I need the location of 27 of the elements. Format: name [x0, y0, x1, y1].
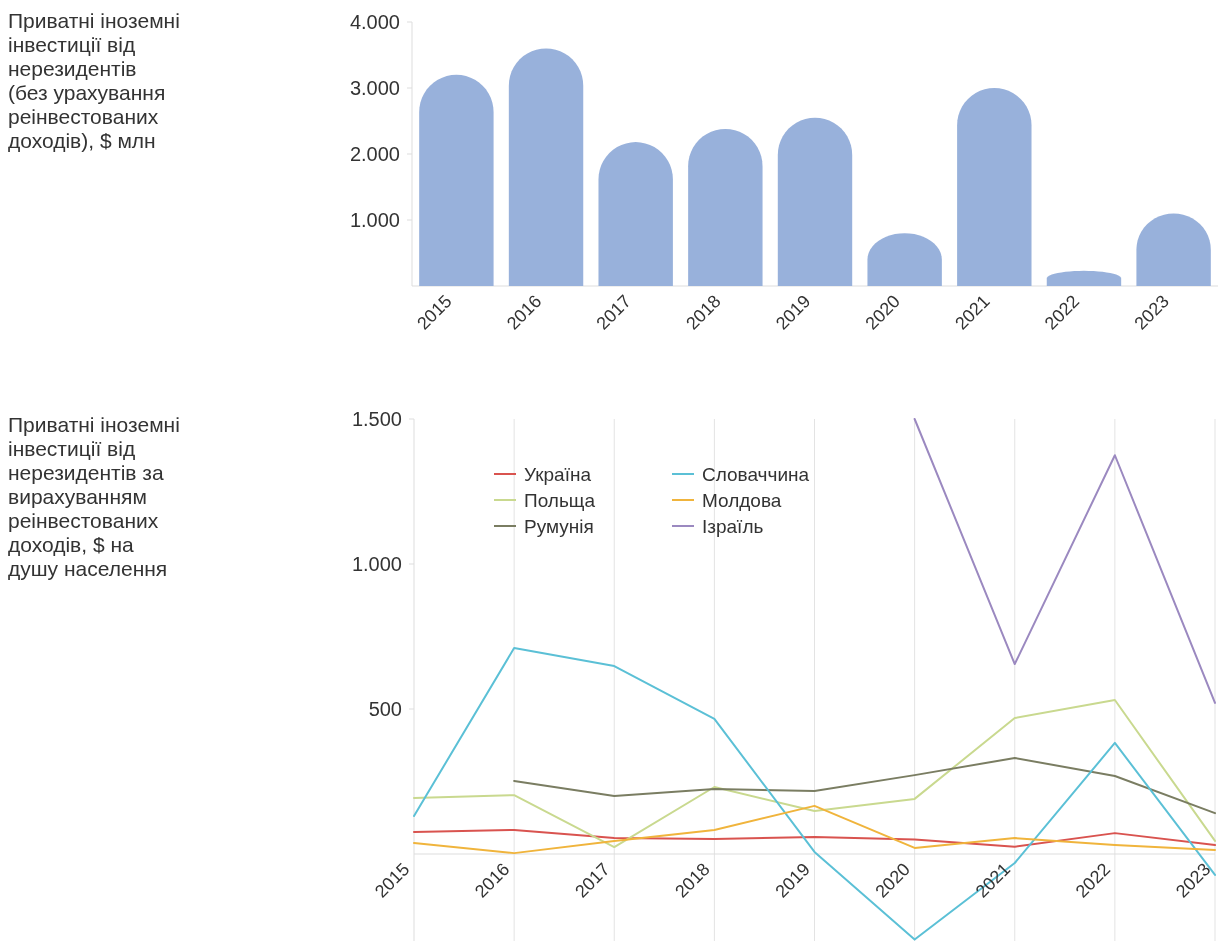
- y-tick-label: 4.000: [349, 11, 400, 33]
- legend-label: Польща: [524, 489, 596, 511]
- bar: [688, 128, 763, 286]
- y-tick-label: 1.000: [349, 209, 400, 231]
- line-series: [413, 828, 1216, 848]
- y-tick-label: 2.000: [349, 143, 400, 165]
- y-tick-label: 3.000: [349, 77, 400, 99]
- bar: [957, 88, 1032, 286]
- bar: [598, 142, 673, 286]
- line-series: [913, 418, 1216, 704]
- line-series: [413, 804, 1216, 855]
- y-tick-label: 1.500: [351, 408, 402, 430]
- bar: [508, 48, 584, 286]
- legend-label: Словаччина: [702, 463, 810, 485]
- legend-label: Україна: [524, 463, 592, 485]
- legend-label: Румунія: [524, 515, 594, 537]
- line-series: [413, 699, 1216, 849]
- bar: [777, 117, 853, 286]
- legend-label: Молдова: [702, 489, 782, 511]
- y-tick-label: 1.000: [351, 553, 402, 575]
- y-tick-label: 500: [368, 698, 402, 720]
- bar: [419, 74, 494, 286]
- line-series: [413, 647, 1216, 941]
- y-axis-title: Приватні іноземні інвестиції від нерезидентів за вирахуванням реінвестованих доходів, $ на душу населення: [8, 413, 180, 580]
- legend-label: Ізраїль: [702, 515, 764, 537]
- y-axis-title: Приватні іноземні інвестиції від нерезидентів (без урахування реінвестованих доходів), $ млн: [8, 9, 180, 152]
- line-series: [513, 757, 1216, 815]
